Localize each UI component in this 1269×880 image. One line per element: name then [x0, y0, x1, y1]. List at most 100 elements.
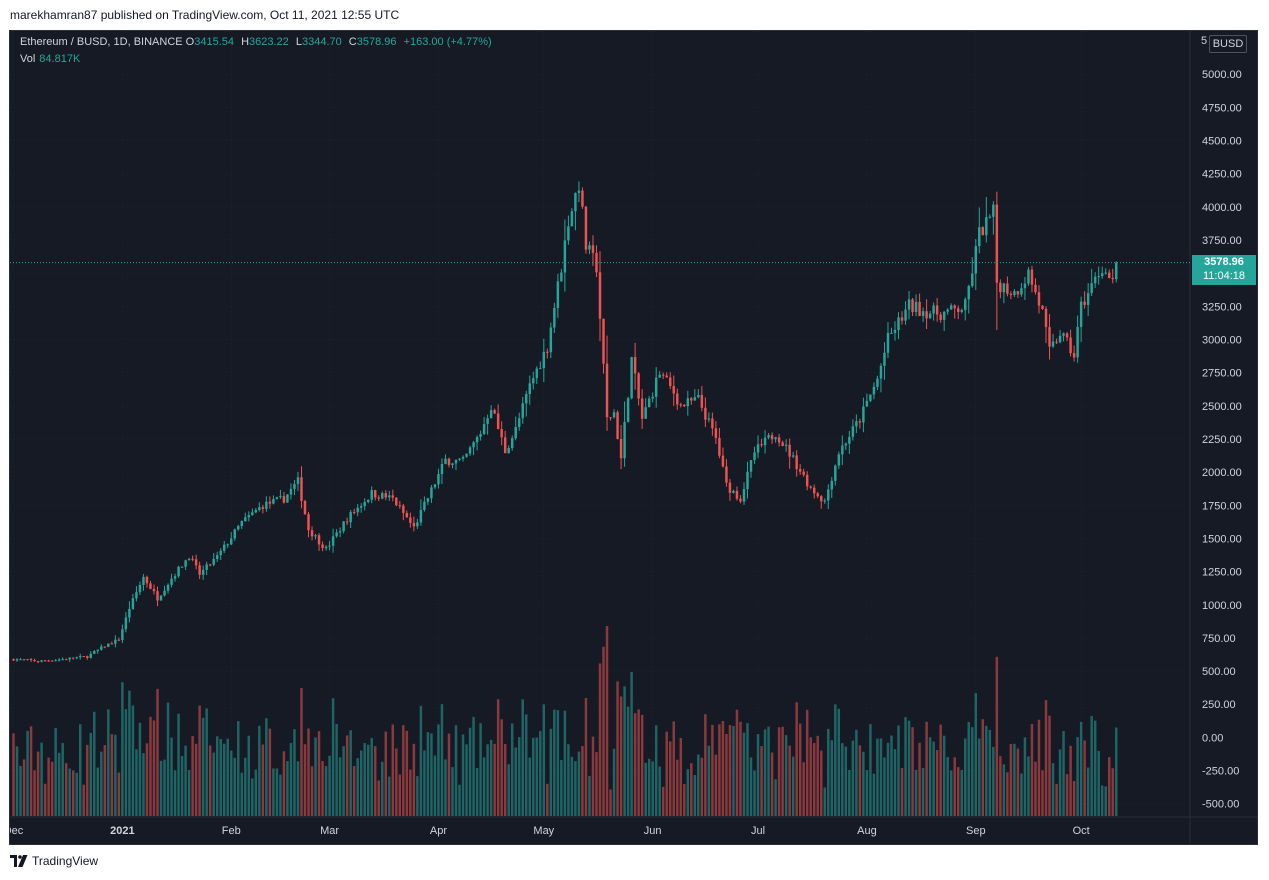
chart-pane[interactable]: 5000.00 4750.00 4500.00 4250.00 4000.00 3750.… — [9, 30, 1258, 845]
candle-body — [412, 522, 416, 527]
volume-bar — [967, 722, 970, 816]
currency-badge[interactable]: BUSD — [1209, 35, 1247, 53]
chart-svg[interactable]: 5000.00 4750.00 4500.00 4250.00 4000.00 3750.… — [10, 31, 1257, 844]
volume-bar — [633, 713, 637, 816]
candle-body — [981, 227, 985, 236]
candle-body — [124, 617, 128, 630]
volume-bar — [374, 746, 377, 816]
volume-bar — [437, 724, 440, 816]
candle-body — [855, 421, 858, 427]
volume-bar — [258, 725, 261, 816]
candle-body — [718, 438, 721, 456]
volume-bar — [595, 752, 598, 816]
candle-body — [770, 435, 774, 440]
volume-bar — [19, 765, 22, 816]
volume-bar — [416, 776, 419, 816]
volume-bar — [971, 727, 974, 816]
volume-bar — [686, 769, 690, 816]
candle-body — [760, 444, 763, 446]
tradingview-logo-icon — [10, 855, 28, 867]
volume-bar — [1037, 719, 1041, 816]
candle-body — [1111, 277, 1114, 280]
volume-bar — [15, 746, 19, 816]
candle-body — [907, 299, 911, 310]
candle-body — [546, 351, 549, 353]
volume-bar — [503, 744, 507, 816]
candle-body — [967, 285, 970, 300]
volume-bar — [711, 724, 714, 816]
candle-body — [932, 305, 935, 314]
volume-bar — [749, 757, 753, 816]
candle-body — [914, 301, 918, 313]
scale-mode-toggle[interactable]: 5 — [1201, 35, 1208, 47]
candle-body — [173, 576, 177, 579]
candle-body — [230, 538, 233, 545]
volume-bar — [286, 761, 289, 816]
candle-body — [300, 477, 303, 501]
volume-bar — [1041, 770, 1044, 816]
volume-bar — [1104, 786, 1107, 816]
legend-high: 3623.22 — [249, 36, 289, 48]
volume-bar — [331, 698, 335, 816]
x-tick-label: Aug — [857, 825, 877, 837]
volume-bar — [461, 734, 465, 816]
candle-body — [876, 378, 879, 387]
candle-body — [844, 443, 848, 446]
volume-value: 84.817K — [39, 53, 81, 65]
volume-bar — [985, 725, 988, 816]
volume-bar — [117, 772, 121, 816]
volume-bar — [598, 663, 602, 816]
volume-bar — [261, 744, 265, 816]
candle-body — [296, 477, 300, 484]
candle-body — [595, 252, 598, 273]
candle-body — [774, 437, 777, 440]
candle-body — [953, 305, 956, 309]
volume-bar — [489, 739, 493, 816]
volume-bar — [170, 737, 173, 816]
y-tick-label: 4750.00 — [1202, 102, 1242, 114]
volume-bar — [925, 721, 928, 816]
candle-body — [212, 558, 215, 565]
candle-body — [205, 564, 208, 570]
footer-brand-text: TradingView — [32, 854, 99, 868]
volume-bar — [1100, 785, 1104, 816]
candle-body — [405, 512, 409, 518]
volume-bar — [546, 783, 549, 816]
candle-body — [598, 272, 602, 319]
volume-bar — [904, 716, 907, 816]
candle-body — [528, 383, 531, 394]
candle-body — [781, 442, 784, 446]
volume-bar — [609, 789, 612, 816]
volume-bar — [166, 702, 170, 816]
volume-bar — [935, 750, 939, 816]
candle-body — [1100, 273, 1104, 277]
candle-body — [335, 532, 338, 537]
volume-bar — [981, 719, 985, 816]
candle-body — [170, 578, 173, 585]
volume-bar — [584, 698, 588, 816]
candle-body — [510, 438, 514, 449]
candle-body — [314, 535, 317, 537]
volume-bar — [932, 741, 935, 816]
volume-bar — [40, 742, 43, 816]
candle-body — [36, 661, 40, 663]
candle-body — [19, 659, 22, 661]
volume-bar — [145, 743, 149, 816]
volume-bar — [848, 769, 851, 816]
volume-bar — [451, 767, 454, 816]
candle-body — [159, 595, 163, 601]
legend-close-key: C — [348, 36, 357, 48]
candle-body — [191, 558, 194, 560]
volume-bar — [201, 717, 205, 816]
candle-body — [61, 659, 64, 661]
volume-bar — [665, 731, 668, 816]
volume-bar — [64, 763, 68, 816]
volume-bar — [57, 752, 61, 816]
volume-bar — [398, 774, 402, 816]
candle-body — [900, 317, 904, 321]
volume-bar — [1079, 721, 1083, 816]
x-tick-label: Jul — [751, 825, 765, 837]
candle-body — [430, 487, 433, 499]
footer-brand[interactable]: TradingView — [10, 854, 98, 868]
volume-bar — [865, 770, 869, 816]
